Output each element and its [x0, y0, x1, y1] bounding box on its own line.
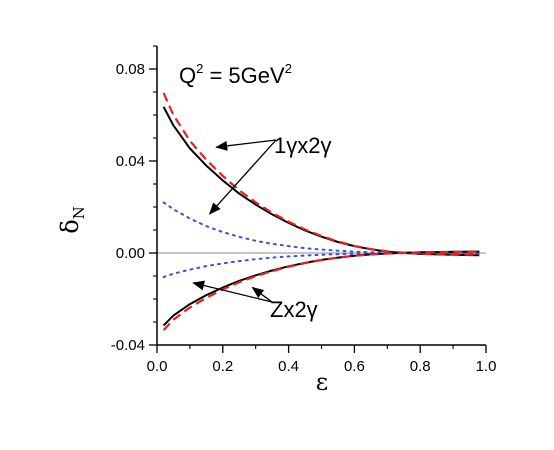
- y-axis-title: δN: [56, 206, 88, 234]
- title-q-exponent: 2: [196, 61, 203, 76]
- series-layer: [162, 92, 481, 331]
- ticks-layer: 0.0 0.2 0.4 0.6 0.8 1.0 -0.04 0.00 0.04 0.08: [111, 45, 497, 375]
- series-dotted-line-2: [162, 201, 481, 255]
- annotation-arrow: [215, 139, 277, 151]
- annotation-zx2g: Zx2γ: [270, 297, 318, 322]
- annotations-layer: [192, 139, 277, 303]
- series-dotted-line-3: [162, 251, 481, 279]
- y-tick-label: 0.08: [116, 61, 145, 78]
- annotation-arrow: [208, 139, 277, 215]
- title-q: Q: [179, 63, 196, 88]
- annotation-arrow: [251, 286, 273, 303]
- title-value: = 5GeV: [203, 63, 285, 88]
- series-solid-line-4: [162, 250, 480, 327]
- annotation-arrow: [192, 280, 273, 303]
- y-tick-label: 0.04: [116, 153, 145, 170]
- series-dashed-line-1: [162, 92, 480, 256]
- x-tick-label: 0.2: [212, 358, 233, 375]
- y-tick-label: 0.00: [116, 245, 145, 262]
- x-tick-label: 0.0: [147, 358, 168, 375]
- x-tick-label: 0.8: [410, 358, 431, 375]
- title-unit-exponent: 2: [285, 61, 292, 76]
- y-axis-title-sub: N: [70, 206, 88, 219]
- annotation-1gx2g: 1γx2γ: [274, 133, 331, 158]
- x-tick-label: 0.4: [278, 358, 299, 375]
- y-tick-label: -0.04: [111, 337, 145, 354]
- series-dashed-line-5: [162, 251, 480, 331]
- x-tick-label: 1.0: [476, 358, 497, 375]
- axes-layer: [156, 46, 486, 346]
- y-axis-title-main: δ: [56, 219, 84, 233]
- series-solid-line-0: [162, 106, 480, 257]
- x-axis-title: ε: [316, 368, 328, 396]
- chart-title: Q2 = 5GeV2: [179, 61, 292, 88]
- x-tick-label: 0.6: [344, 358, 365, 375]
